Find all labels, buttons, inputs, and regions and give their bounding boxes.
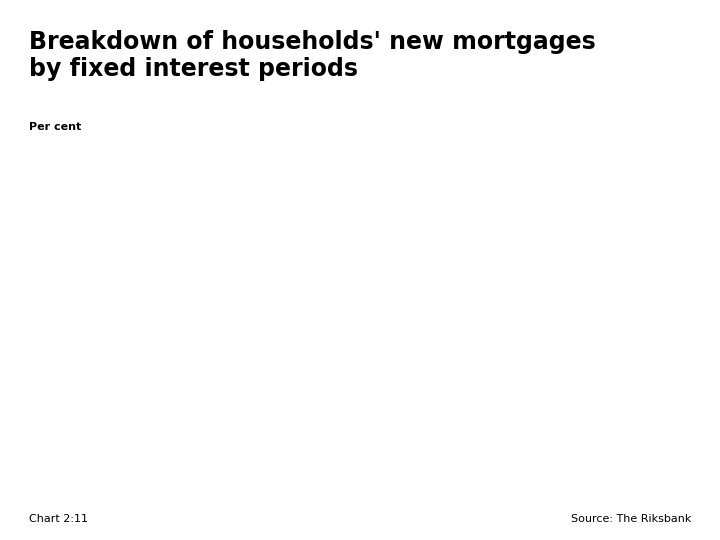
Text: Source: The Riksbank: Source: The Riksbank bbox=[571, 515, 691, 524]
Text: ᛯᛮ ᛯᛮ
 ᛯ ᛯ: ᛯᛮ ᛯᛮ ᛯ ᛯ bbox=[662, 16, 685, 35]
Text: Per cent: Per cent bbox=[29, 122, 81, 132]
Text: Breakdown of households' new mortgages
by fixed interest periods: Breakdown of households' new mortgages b… bbox=[29, 30, 595, 80]
Text: Chart 2:11: Chart 2:11 bbox=[29, 515, 88, 524]
Text: SVERIGES
RIKSBANK: SVERIGES RIKSBANK bbox=[654, 50, 694, 64]
